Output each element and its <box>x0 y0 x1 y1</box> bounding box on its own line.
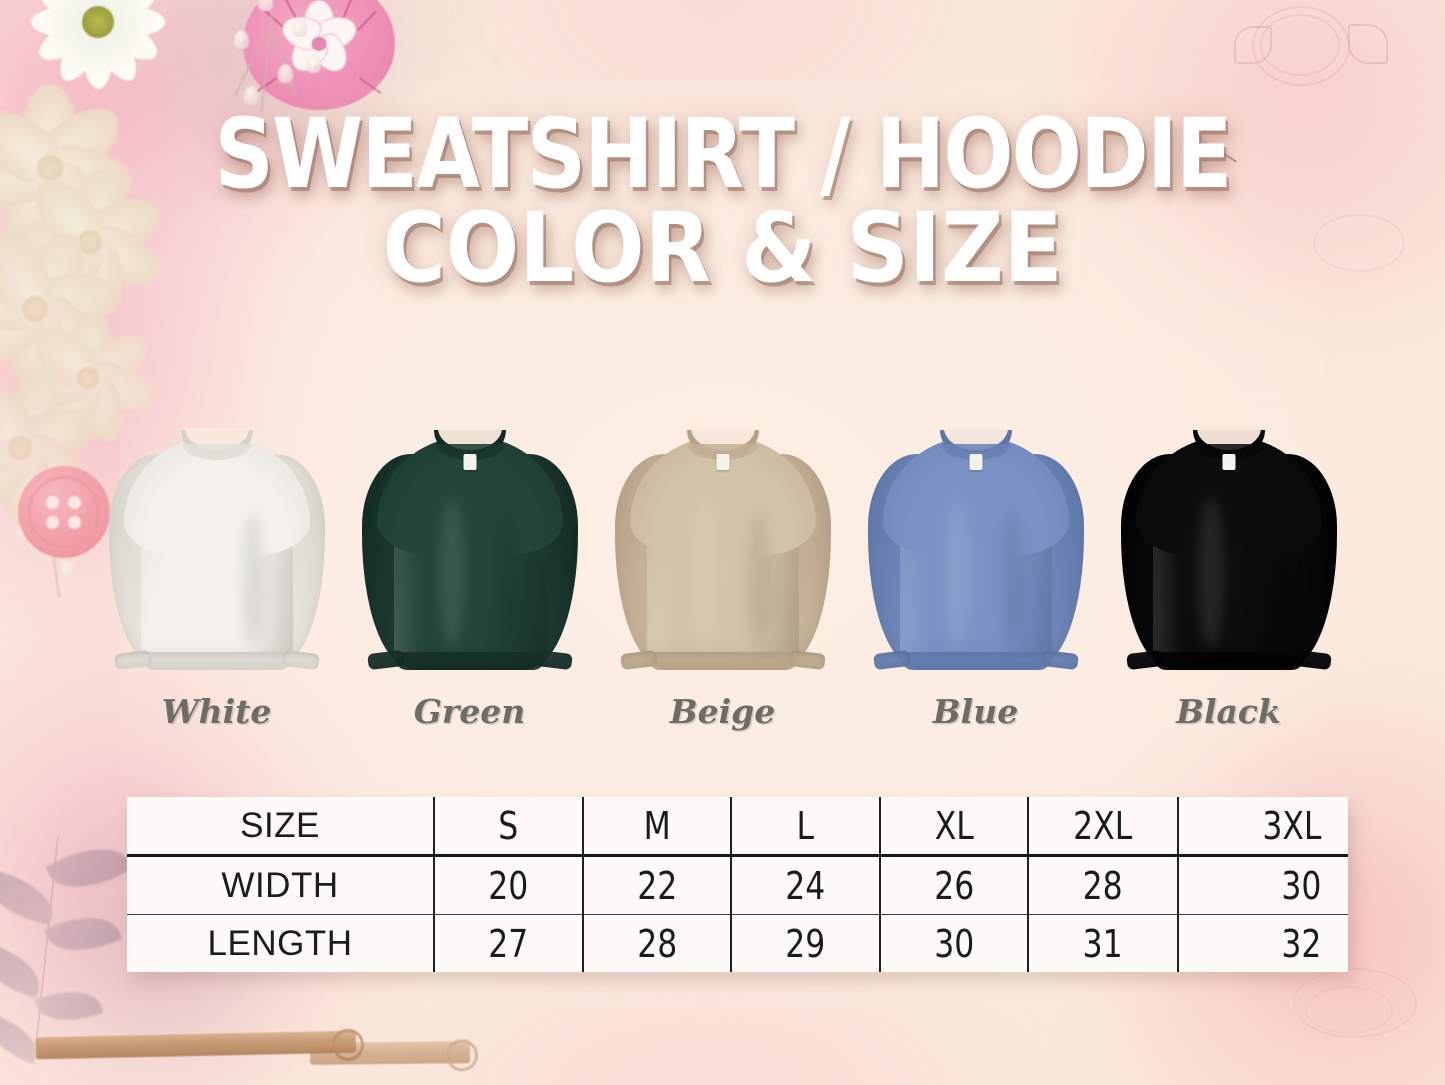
table-cell: 30 <box>884 914 1023 972</box>
neck-label-tag <box>1222 454 1235 470</box>
table-header-s: S <box>439 797 577 857</box>
table-row: WIDTH 20 22 24 26 28 30 <box>127 855 1348 915</box>
wooden-ruler-icon <box>35 1030 357 1060</box>
table-header-size: SIZE <box>127 797 435 857</box>
table-cell: 20 <box>439 855 577 915</box>
wooden-ruler-icon <box>309 1041 471 1065</box>
table-cell: 27 <box>439 914 577 972</box>
page-title: SWEATSHIRT / HOODIE COLOR & SIZE <box>0 98 1445 305</box>
shirt-hem <box>141 652 292 670</box>
table-cell: 24 <box>736 855 874 915</box>
shirt-hem <box>1153 652 1304 670</box>
table-row: LENGTH 27 28 29 30 31 32 <box>127 914 1348 972</box>
table-cell: 29 <box>736 914 874 972</box>
table-row-label: WIDTH <box>127 855 435 915</box>
table-cell: 32 <box>1183 914 1342 972</box>
table-cell: 22 <box>587 855 726 915</box>
shirt-hem <box>647 652 798 670</box>
sweatshirt-green-image <box>361 424 578 671</box>
title-line-2: COLOR & SIZE <box>382 192 1063 305</box>
table-header-3xl: 3XL <box>1183 797 1342 857</box>
title-line-1: SWEATSHIRT / HOODIE <box>214 98 1232 210</box>
fabric-fold <box>1001 512 1024 643</box>
product-white <box>93 410 341 700</box>
color-label-beige: Beige <box>669 692 776 731</box>
fabric-fold <box>1198 497 1225 648</box>
thread-swirl-icon <box>1305 986 1393 1034</box>
product-black <box>1105 410 1353 700</box>
shirt-hem <box>394 652 545 670</box>
table-cell: 31 <box>1033 914 1172 972</box>
fabric-fold <box>692 497 719 648</box>
table-cell: 30 <box>1183 855 1342 915</box>
fabric-fold <box>186 497 213 648</box>
neck-label-tag <box>969 454 982 470</box>
color-label-blue: Blue <box>932 692 1019 731</box>
size-table-grid: SIZE S M L XL 2XL 3XL WIDTH 20 22 24 26 28 30 LENGTH 27… <box>127 797 1348 972</box>
product-green <box>346 410 594 700</box>
product-blue <box>852 410 1100 700</box>
size-table: SIZE S M L XL 2XL 3XL WIDTH 20 22 24 26 28 30 LENGTH 27… <box>127 797 1348 972</box>
neck-label-tag <box>716 454 729 470</box>
neck-label-tag <box>463 454 476 470</box>
fabric-fold <box>242 512 265 643</box>
table-cell: 26 <box>884 855 1023 915</box>
shirt-hem <box>900 652 1051 670</box>
table-header-xl: XL <box>884 797 1023 857</box>
daisy-icon <box>31 0 165 89</box>
table-row-header: SIZE S M L XL 2XL 3XL <box>127 797 1348 857</box>
fabric-fold <box>495 512 518 643</box>
fabric-fold <box>945 497 972 648</box>
table-row-label: LENGTH <box>207 923 353 963</box>
sweatshirt-beige-image <box>614 424 831 671</box>
color-label-white: White <box>161 692 272 731</box>
table-header-m: M <box>587 797 726 857</box>
embroidery-hoop-icon <box>1230 6 1390 98</box>
color-label-green: Green <box>413 692 526 731</box>
sweatshirt-blue-image <box>867 424 1084 671</box>
fabric-fold <box>1254 512 1277 643</box>
thread-swirl-icon <box>1293 968 1417 1038</box>
fabric-fold <box>748 512 771 643</box>
fabric-fold <box>439 497 466 648</box>
sweatshirt-black-image <box>1120 424 1337 671</box>
color-label-black: Black <box>1176 692 1281 731</box>
product-beige <box>599 410 847 700</box>
product-color-row <box>0 410 1445 700</box>
table-header-l: L <box>736 797 874 857</box>
sweatshirt-white-image <box>108 424 325 671</box>
table-cell: 28 <box>587 914 726 972</box>
table-cell: 28 <box>1033 855 1172 915</box>
table-header-2xl: 2XL <box>1033 797 1172 857</box>
pink-blossom-icon <box>243 0 395 110</box>
